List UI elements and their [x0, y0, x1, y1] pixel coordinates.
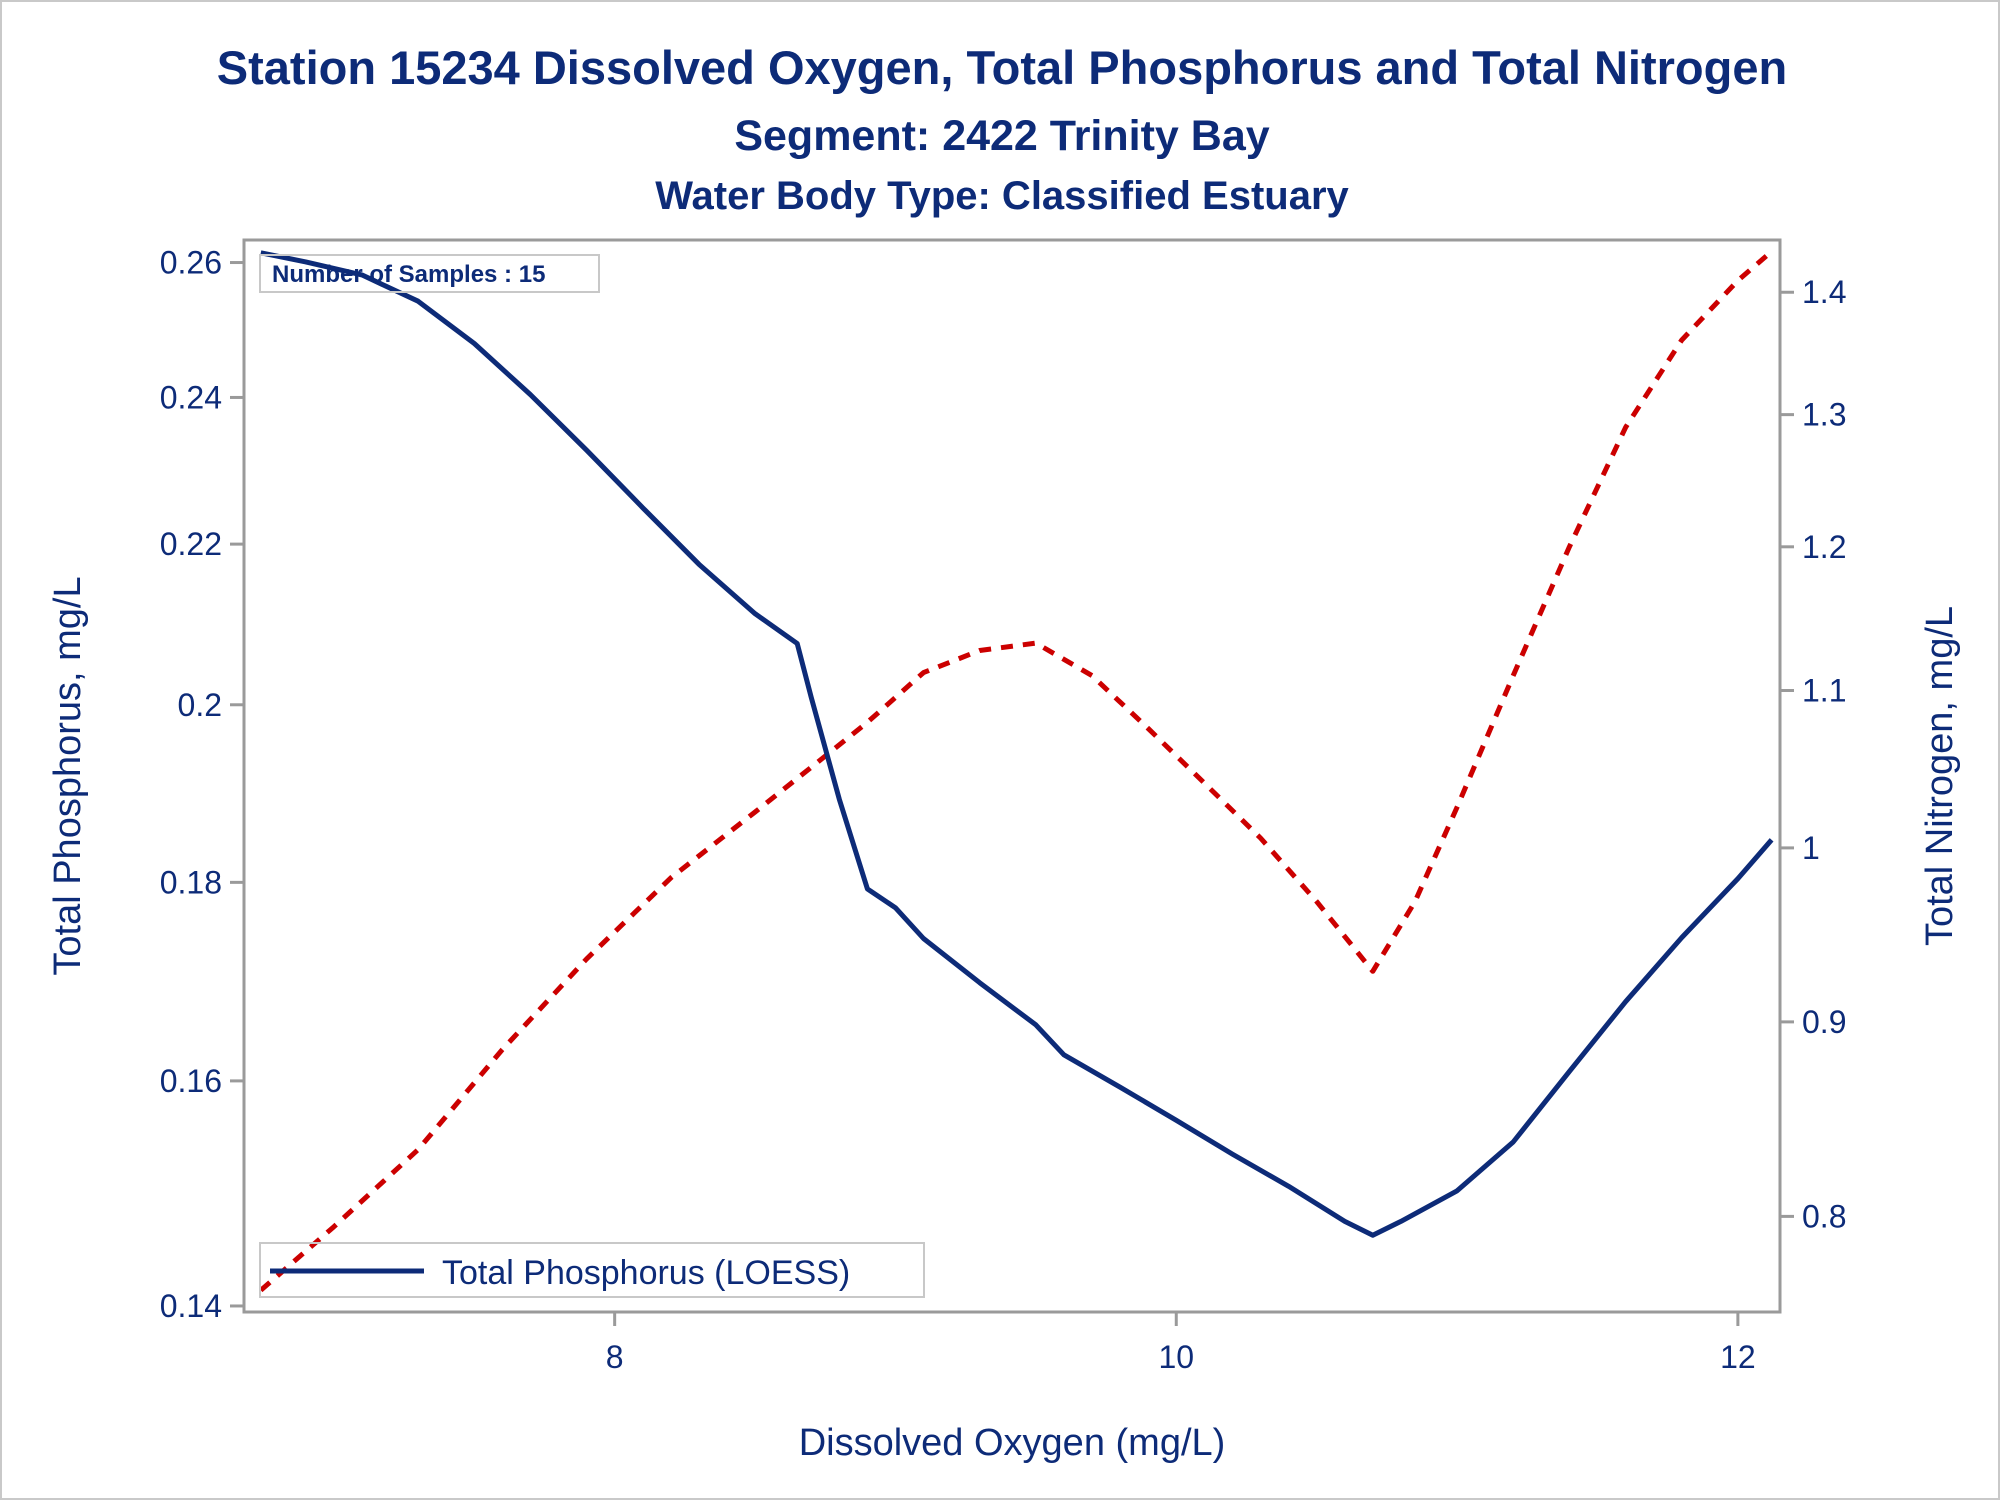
x-tick-label: 8	[606, 1339, 624, 1375]
y2-tick-label: 1.1	[1802, 673, 1846, 709]
x-axis-label: Dissolved Oxygen (mg/L)	[799, 1422, 1226, 1464]
y2-tick-label: 0.8	[1802, 1198, 1846, 1234]
y-axis-left-ticks: 0.14 0.16 0.18 0.2 0.22 0.24 0.26	[160, 245, 244, 1324]
y2-tick-label: 0.9	[1802, 1004, 1846, 1040]
y2-tick-label: 1.2	[1802, 529, 1846, 565]
y-tick-label: 0.14	[160, 1288, 222, 1324]
legend-box	[259, 1242, 925, 1298]
x-tick-label: 10	[1158, 1339, 1194, 1375]
y-axis-right-label: Total Nitrogen, mg/L	[1919, 606, 1961, 946]
legend-label-total-phosphorus: Total Phosphorus (LOESS)	[442, 1254, 850, 1292]
y-axis-right-ticks: 0.8 0.9 1 1.1 1.2 1.3 1.4	[1780, 274, 1846, 1234]
y2-tick-label: 1.3	[1802, 397, 1846, 433]
series-line-total-nitrogen	[259, 249, 1774, 1293]
y-tick-label: 0.24	[160, 379, 222, 415]
y-tick-label: 0.16	[160, 1063, 222, 1099]
y-tick-label: 0.18	[160, 864, 222, 900]
series-line-total-phosphorus	[260, 250, 1774, 1238]
y-tick-label: 0.26	[160, 245, 222, 281]
sample-count-inset-box	[259, 254, 600, 293]
sample-count-inset: Number of Samples : 15	[272, 261, 545, 288]
chart-subtitle-2: Water Body Type: Classified Estuary	[655, 174, 1349, 218]
x-tick-label: 12	[1720, 1339, 1756, 1375]
plot-area-frame	[242, 238, 1782, 1314]
y-tick-label: 0.22	[160, 526, 222, 562]
y-axis-left-label: Total Phosphorus, mg/L	[47, 576, 89, 975]
y-tick-label: 0.2	[178, 687, 222, 723]
chart-subtitle: Segment: 2422 Trinity Bay	[734, 112, 1269, 160]
x-axis-ticks: 8 10 12	[606, 1312, 1756, 1375]
chart-title: Station 15234 Dissolved Oxygen, Total Ph…	[217, 41, 1787, 94]
y2-tick-label: 1.4	[1802, 274, 1846, 310]
y2-tick-label: 1	[1802, 830, 1820, 866]
